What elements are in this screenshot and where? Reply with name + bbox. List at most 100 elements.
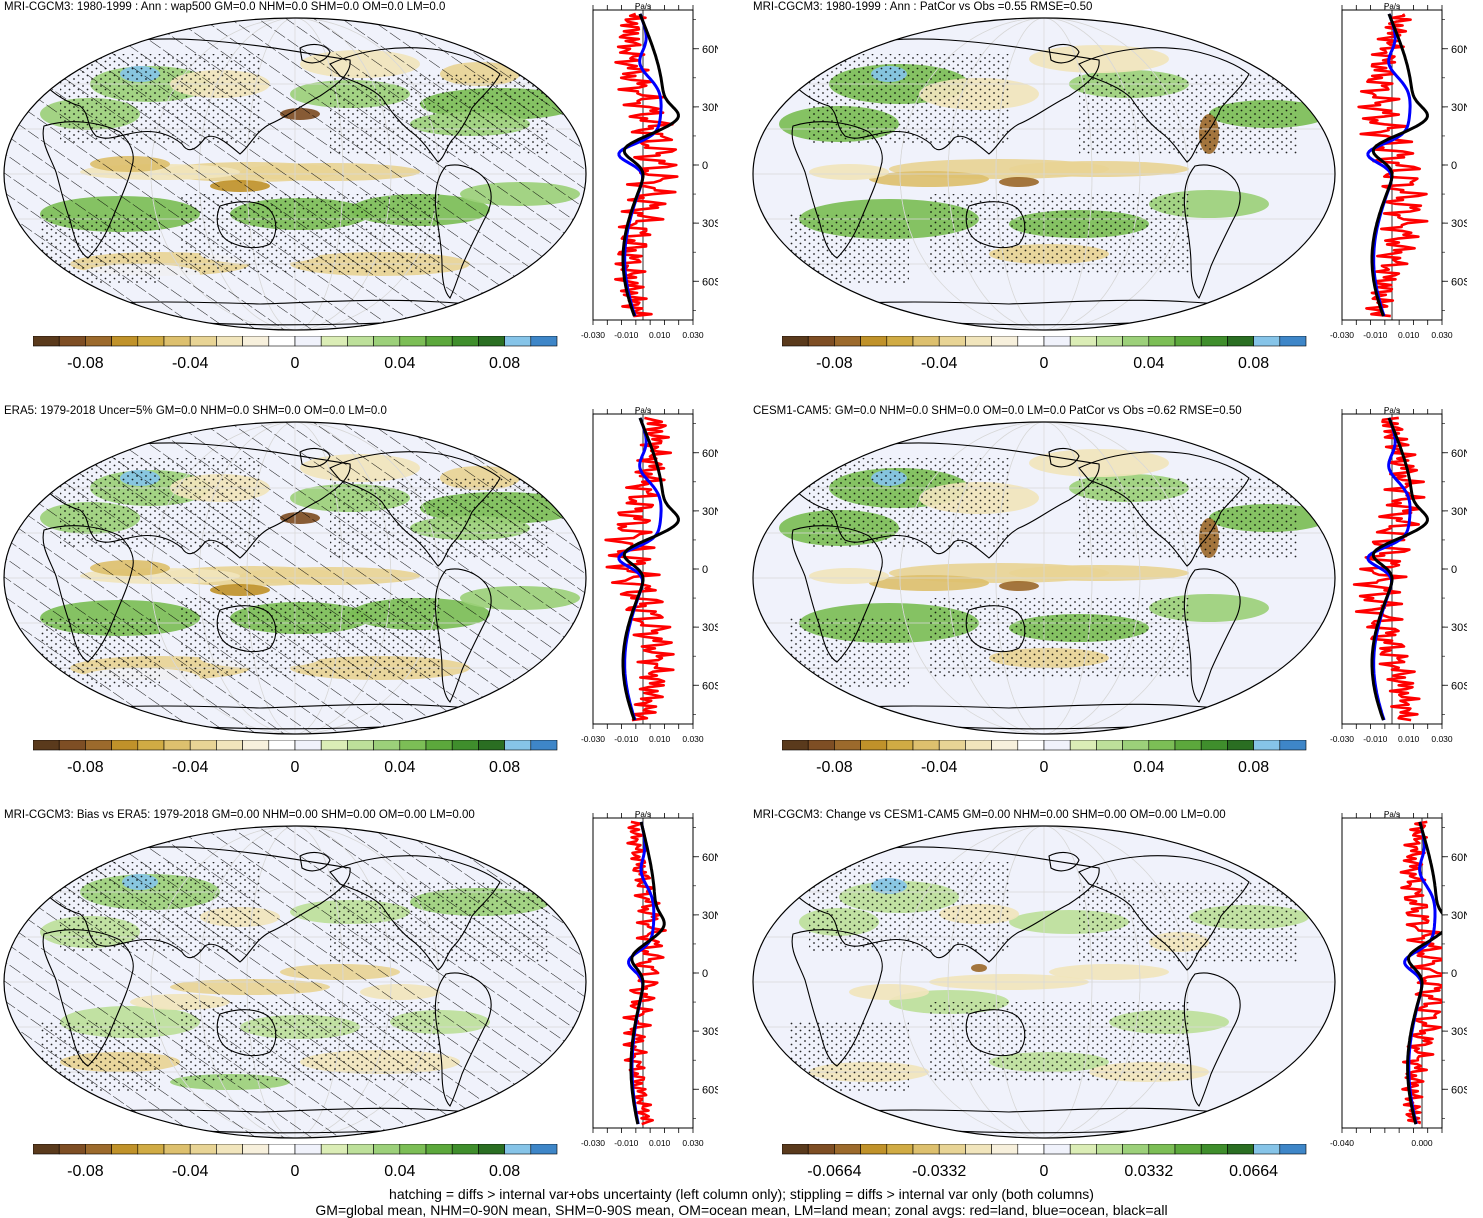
graticule-meridian: [995, 826, 1093, 1138]
colorbar-swatch: [425, 740, 453, 751]
coastline-greenland: [1048, 447, 1080, 468]
zonal-x-tick-label: -0.010: [1363, 734, 1387, 744]
zonal-lat-label: 30N: [702, 102, 718, 114]
coastline-greenland: [299, 851, 331, 872]
colorbar-swatch: [807, 336, 835, 347]
colorbar-swatch: [137, 336, 165, 347]
colorbar-swatch: [1043, 740, 1071, 751]
zonal-curve-land: [1357, 13, 1429, 318]
colorbar-swatch: [399, 336, 427, 347]
coastline-australia: [216, 605, 277, 653]
colorbar-label: -0.08: [67, 759, 104, 776]
coastline-namerica: [329, 855, 501, 971]
stippling-region: [929, 1002, 1189, 1082]
zonal-x-tick-label: 0.030: [1431, 330, 1453, 340]
colorbar-swatch: [1096, 740, 1123, 751]
colorbar-swatch: [912, 336, 940, 347]
colorbar-swatch: [347, 740, 374, 751]
colorbar-swatch: [216, 740, 243, 751]
global-map: [752, 17, 1336, 331]
colorbar: -0.08 -0.04 0 0.04 0.08: [782, 336, 1307, 372]
coastline-africa: [791, 121, 883, 259]
coastline-namerica: [1078, 47, 1250, 163]
colorbar-label: -0.08: [67, 355, 104, 372]
zonal-curve-ocean: [1366, 417, 1412, 721]
coastline-eurasia: [788, 38, 1100, 155]
coastline-eurasia: [39, 846, 351, 963]
zonal-curve-ocean: [617, 13, 663, 317]
graticule-meridian: [947, 18, 1141, 330]
colorbar-swatch: [991, 1144, 1019, 1155]
zonal-average-plot: Pa/s 60N 30N 0 30S 60S -0.030 -0.010 0.010 0.030: [1330, 2, 1467, 340]
zonal-lat-label: 30S: [1451, 1026, 1467, 1038]
zonal-x-tick-label: -0.030: [1330, 330, 1354, 340]
colorbar-swatch: [137, 740, 165, 751]
colorbar-swatch: [1069, 336, 1097, 347]
zonal-lat-label: 30S: [1451, 218, 1467, 230]
colorbar-swatch: [965, 1144, 992, 1155]
colorbar-swatch: [782, 740, 809, 751]
colorbar-label: -0.04: [172, 759, 209, 776]
colorbar: -0.08 -0.04 0 0.04 0.08: [33, 740, 558, 776]
hatching-region: [4, 422, 586, 734]
colorbar-swatch: [834, 740, 861, 751]
stippling-region: [929, 194, 1189, 274]
zonal-x-tick-label: 0.030: [682, 330, 704, 340]
colorbar-label: -0.08: [816, 759, 853, 776]
colorbar-swatch: [320, 740, 348, 751]
graticule-meridian: [995, 18, 1093, 330]
zonal-average-plot: Pa/s 60N 30N 0 30S 60S -0.040 0.000: [1330, 810, 1467, 1148]
colorbar-swatch: [347, 1144, 374, 1155]
map-border: [752, 825, 1336, 1139]
colorbar-label: 0.04: [384, 759, 415, 776]
zonal-lat-label: 60S: [702, 276, 718, 288]
zonal-lat-label: 0: [702, 564, 708, 576]
colorbar-swatch: [1174, 336, 1202, 347]
stippling-region: [1079, 74, 1299, 154]
stippling-region: [1079, 882, 1299, 962]
zonal-x-tick-label: -0.040: [1330, 1138, 1354, 1148]
colorbar-label: 0: [1040, 1163, 1049, 1180]
zonal-lat-label: 60N: [1451, 448, 1467, 460]
field-region: [809, 164, 889, 180]
map-border: [3, 17, 587, 331]
zonal-curve-all: [1406, 821, 1442, 1125]
colorbar-swatch: [294, 336, 322, 347]
panel-title: MRI-CGCM3: 1980-1999 : Ann : PatCor vs O…: [753, 1, 1093, 13]
colorbar-swatch: [530, 336, 558, 347]
colorbar-swatch: [478, 1144, 505, 1155]
zonal-x-tick-label: 0.000: [1411, 1138, 1433, 1148]
colorbar-swatch: [294, 1144, 322, 1155]
zonal-lat-label: 30N: [1451, 910, 1467, 922]
colorbar-swatch: [111, 740, 139, 751]
colorbar: -0.08 -0.04 0 0.04 0.08: [33, 336, 558, 372]
panel-mri-bias-vs-era5: MRI-CGCM3: Bias vs ERA5: 1979-2018 GM=0.…: [0, 808, 741, 1213]
coastline-samerica: [1183, 164, 1241, 299]
zonal-unit-label: Pa/s: [635, 406, 651, 415]
graticule-meridian: [947, 826, 1141, 1138]
colorbar-swatch: [1148, 336, 1176, 347]
colorbar-swatch: [137, 1144, 165, 1155]
zonal-lat-label: 60N: [1451, 852, 1467, 864]
coastline-australia: [216, 201, 277, 249]
coastline-samerica: [434, 164, 492, 299]
coastline-samerica: [1183, 972, 1241, 1107]
zonal-lat-label: 60S: [1451, 276, 1467, 288]
zonal-average-plot: Pa/s 60N 30N 0 30S 60S -0.030 -0.010 0.010 0.030: [581, 406, 718, 744]
colorbar-swatch: [965, 740, 992, 751]
colorbar-label: 0.08: [489, 1163, 520, 1180]
colorbar-swatch: [504, 1144, 532, 1155]
colorbar-swatch: [242, 1144, 270, 1155]
zonal-lat-label: 60S: [702, 1084, 718, 1096]
colorbar-swatch: [1200, 336, 1228, 347]
zonal-lat-label: 30N: [1451, 102, 1467, 114]
colorbar-swatch: [860, 740, 888, 751]
colorbar-swatch: [399, 740, 427, 751]
colorbar-label: -0.08: [816, 355, 853, 372]
colorbar-swatch: [478, 336, 505, 347]
colorbar-swatch: [912, 740, 940, 751]
zonal-unit-label: Pa/s: [1384, 406, 1400, 415]
colorbar-swatch: [504, 740, 532, 751]
global-map: [752, 421, 1336, 735]
colorbar-swatch: [478, 740, 505, 751]
